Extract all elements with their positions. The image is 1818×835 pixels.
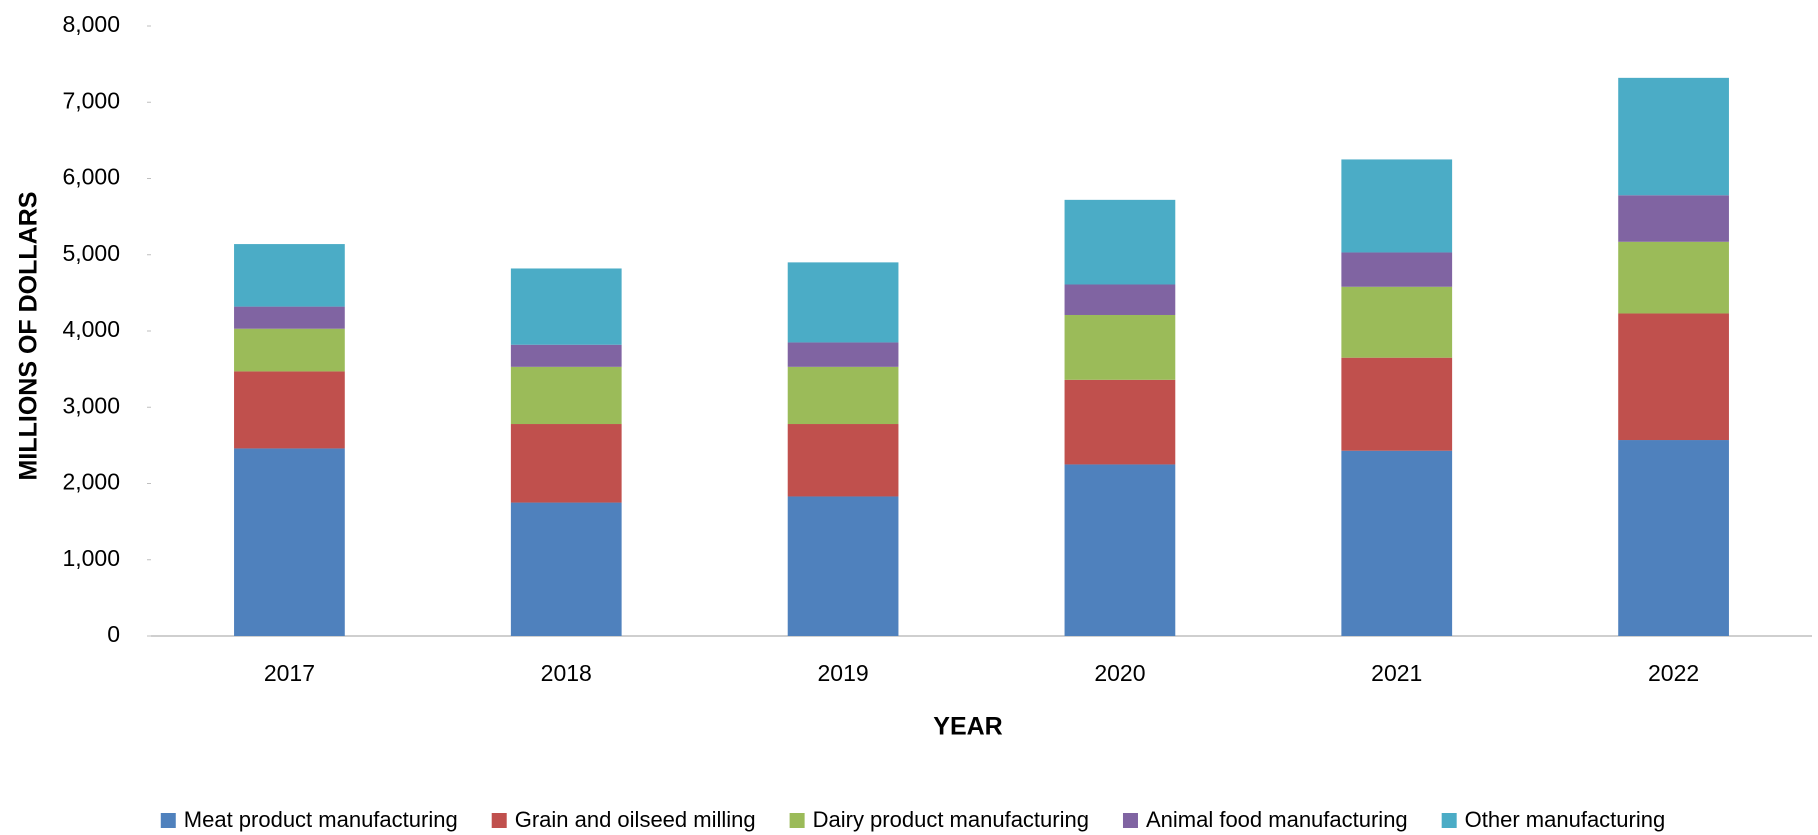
bar-segment [234, 306, 345, 329]
legend-text: Grain and oilseed milling [515, 807, 756, 832]
legend-swatch [160, 813, 176, 828]
bar-segment [1618, 77, 1729, 196]
bar-segment [510, 344, 622, 367]
bar-segment [1618, 440, 1729, 636]
y-tick-label: 0 [107, 621, 120, 647]
y-tick-label: 6,000 [62, 164, 120, 190]
legend-swatch [1441, 813, 1457, 828]
bar-segment [510, 424, 622, 503]
legend-text: Dairy product manufacturing [813, 807, 1089, 832]
x-axis-title: YEAR [933, 713, 1002, 741]
bar-segment [510, 502, 622, 636]
bar-segment [234, 328, 345, 372]
bar-segment [787, 366, 899, 425]
bar-segment [1618, 241, 1729, 314]
bar-segment [787, 496, 899, 636]
x-tick-label: 2018 [541, 660, 592, 686]
bar-segment [234, 448, 345, 636]
legend-swatch [491, 813, 507, 828]
y-tick-label: 3,000 [62, 392, 120, 418]
bar-segment [1064, 199, 1176, 285]
bar-segment [1618, 195, 1729, 242]
bar-segment [1064, 284, 1176, 315]
bar-segment [510, 268, 622, 345]
bar-segment [1618, 313, 1729, 441]
bar-segment [787, 424, 899, 497]
bar-segment [1341, 357, 1453, 451]
x-tick-label: 2019 [817, 660, 868, 686]
bar-segment [1064, 379, 1176, 465]
bar-segment [234, 244, 345, 307]
bar-segment [787, 342, 899, 367]
bar-segment [1341, 450, 1453, 636]
legend-text: Other manufacturing [1465, 807, 1666, 832]
bar-segment [1064, 464, 1176, 636]
y-axis-title: MILLIONS OF DOLLARS [15, 192, 43, 481]
bar-segment [787, 262, 899, 343]
legend-text: Animal food manufacturing [1146, 807, 1408, 832]
y-tick-label: 2,000 [62, 469, 120, 495]
bar-segment [1341, 286, 1453, 358]
y-tick-label: 1,000 [62, 545, 120, 571]
bar-segment [1064, 314, 1176, 380]
bar-segment [234, 371, 345, 449]
legend-swatch [1122, 813, 1138, 828]
legend-swatch [789, 813, 805, 828]
y-tick-label: 7,000 [62, 87, 120, 113]
x-tick-label: 2020 [1094, 660, 1145, 686]
legend-text: Meat product manufacturing [184, 807, 458, 832]
bar-segment [1341, 252, 1453, 287]
y-tick-label: 4,000 [62, 316, 120, 342]
x-tick-label: 2021 [1371, 660, 1422, 686]
y-tick-label: 5,000 [62, 240, 120, 266]
bar-segment [510, 366, 622, 425]
x-tick-label: 2022 [1648, 660, 1699, 686]
bar-segment [1341, 159, 1453, 253]
x-tick-label: 2017 [264, 660, 315, 686]
y-tick-label: 8,000 [62, 11, 120, 37]
